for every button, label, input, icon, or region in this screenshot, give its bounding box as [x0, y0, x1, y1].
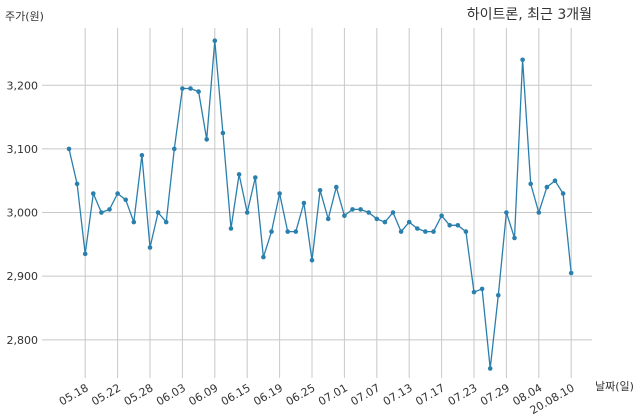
x-tick-label: 07.13	[381, 381, 415, 408]
data-point	[504, 210, 509, 215]
x-tick-label: 06.25	[284, 381, 318, 408]
data-point	[115, 191, 120, 196]
data-point	[253, 175, 258, 180]
data-point	[261, 254, 266, 260]
data-point	[66, 146, 72, 152]
data-point	[431, 229, 436, 234]
x-tick-label: 06.15	[219, 381, 253, 408]
data-point	[568, 270, 574, 276]
data-point	[188, 86, 193, 91]
data-point	[236, 172, 242, 177]
data-point	[366, 210, 372, 215]
data-point	[390, 210, 396, 215]
data-point	[196, 89, 201, 94]
data-point	[512, 235, 517, 241]
price-series-line	[68, 40, 572, 369]
grid-lines	[42, 28, 592, 378]
x-axis-label: 날짜(일)	[595, 379, 634, 393]
data-point	[325, 216, 331, 222]
data-point	[350, 207, 355, 212]
x-tick-label: 05.28	[122, 381, 156, 408]
price-series-points	[66, 38, 574, 371]
data-point	[131, 219, 137, 225]
data-point	[487, 366, 493, 371]
data-point	[342, 213, 347, 218]
data-point	[309, 258, 315, 263]
x-tick-label: 06.09	[187, 381, 221, 408]
data-point	[99, 210, 104, 215]
y-tick-label: 2,800	[7, 334, 39, 347]
data-point	[91, 191, 96, 196]
data-point	[415, 226, 420, 231]
data-point	[406, 219, 412, 225]
data-point	[139, 153, 145, 158]
data-point	[82, 251, 88, 257]
data-point	[301, 200, 307, 206]
data-point	[172, 146, 177, 152]
y-tick-label: 2,900	[7, 270, 39, 283]
y-tick-label: 3,200	[7, 79, 39, 92]
data-point	[463, 229, 469, 234]
x-tick-label: 05.22	[89, 381, 123, 408]
data-point	[560, 191, 566, 196]
x-tick-label: 07.07	[349, 381, 383, 408]
data-point	[74, 181, 80, 187]
x-tick-label: 07.23	[446, 381, 480, 408]
x-tick-label: 07.17	[413, 381, 447, 408]
data-point	[423, 229, 428, 234]
data-point	[107, 207, 112, 212]
data-point	[398, 229, 404, 234]
y-axis-label: 주가(원)	[5, 10, 44, 23]
data-point	[382, 219, 388, 225]
data-point	[293, 229, 299, 234]
y-tick-label: 3,000	[7, 207, 39, 220]
data-point	[536, 210, 542, 215]
data-point	[269, 229, 274, 234]
data-point	[220, 130, 226, 136]
data-point	[244, 210, 250, 215]
data-point	[544, 184, 550, 190]
x-tick-label: 07.29	[478, 381, 512, 408]
data-point	[285, 229, 291, 234]
data-point	[212, 38, 218, 43]
data-point	[147, 245, 153, 250]
y-axis-ticks: 2,800 2,900 3,000 3,100 3,200	[7, 79, 39, 347]
data-point	[317, 188, 323, 193]
data-point	[204, 137, 209, 142]
data-point	[358, 207, 363, 212]
data-point	[123, 197, 128, 203]
data-point	[334, 184, 339, 190]
data-point	[520, 57, 525, 63]
y-tick-label: 3,100	[7, 143, 39, 156]
x-tick-label: 06.19	[251, 381, 285, 408]
data-point	[374, 216, 380, 222]
data-point	[163, 219, 169, 225]
data-point	[155, 210, 161, 215]
data-point	[447, 223, 453, 228]
data-point	[277, 191, 282, 196]
x-tick-label: 06.03	[154, 381, 188, 408]
data-point	[439, 213, 444, 218]
chart-title: 하이트론, 최근 3개월	[467, 7, 592, 23]
data-point	[528, 181, 533, 187]
x-axis-ticks: 05.1805.2205.2806.0306.0906.1506.1906.25…	[57, 381, 577, 417]
data-point	[479, 286, 485, 292]
data-point	[180, 86, 185, 91]
data-point	[471, 289, 477, 295]
data-point	[552, 178, 558, 183]
data-point	[496, 293, 501, 298]
x-tick-label: 07.01	[316, 381, 350, 408]
x-tick-label: 05.18	[57, 381, 91, 408]
data-point	[228, 226, 234, 231]
data-point	[455, 223, 461, 228]
